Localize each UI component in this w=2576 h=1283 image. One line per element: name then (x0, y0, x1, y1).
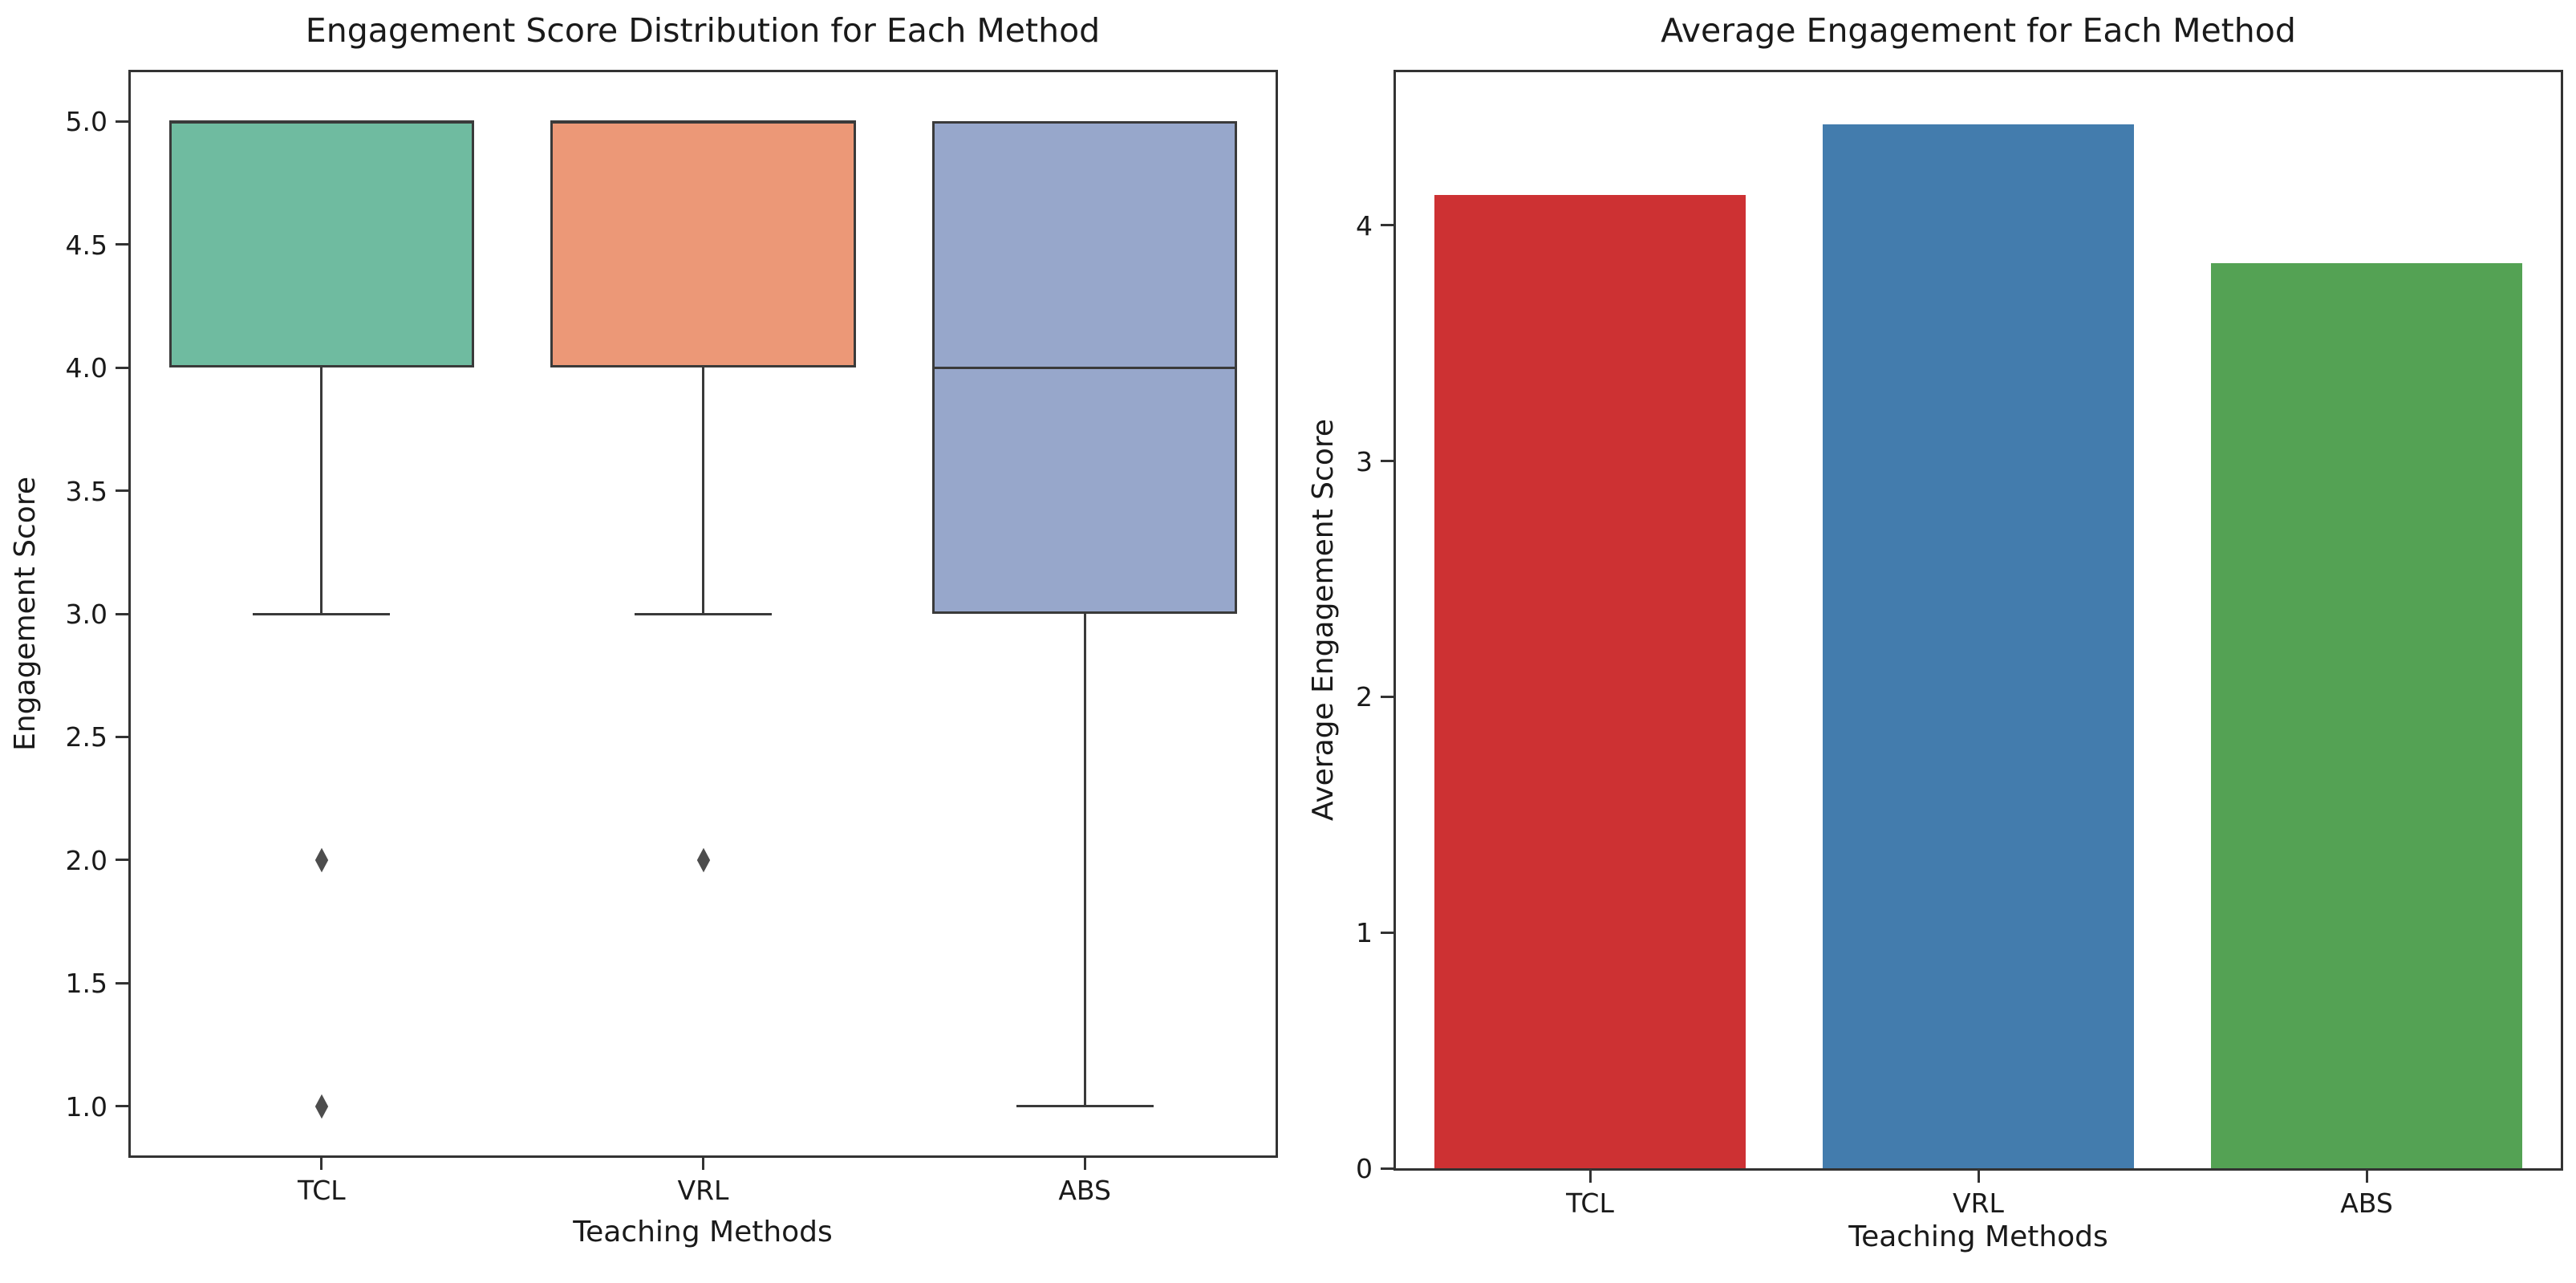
boxplot-y-tick-label: 3.5 (65, 475, 108, 507)
boxplot-y-tick-mark (116, 859, 128, 862)
boxplot-x-tick-mark (320, 1158, 323, 1170)
outlier-marker (314, 1094, 328, 1119)
barchart-y-tick-label: 3 (1356, 445, 1373, 477)
bar-TCL (1434, 194, 1746, 1168)
barchart-y-tick-label: 1 (1356, 917, 1373, 949)
barchart-x-tick-label: ABS (2340, 1188, 2393, 1219)
outlier-marker (314, 847, 328, 873)
barchart-x-tick-label: TCL (1566, 1188, 1614, 1219)
outlier-marker (696, 847, 710, 873)
whisker-cap (253, 612, 391, 615)
barchart-y-tick-label: 2 (1356, 681, 1373, 713)
barchart-axes (1393, 70, 2563, 1171)
barchart-x-tick-mark (2365, 1171, 2368, 1183)
whisker (1083, 614, 1086, 1106)
boxplot-x-tick-mark (702, 1158, 704, 1170)
boxplot-y-tick-mark (116, 120, 128, 123)
barchart-y-tick-label: 0 (1356, 1153, 1373, 1184)
boxplot-y-tick-mark (116, 1105, 128, 1108)
barchart-x-axis-label: Teaching Methods (1848, 1220, 2108, 1253)
box-VRL (550, 121, 856, 368)
whisker-cap (634, 612, 773, 615)
boxplot-y-tick-mark (116, 489, 128, 493)
median-line (931, 366, 1238, 369)
barchart-y-tick-label: 4 (1356, 209, 1373, 242)
boxplot-x-tick-label: ABS (1058, 1175, 1111, 1206)
boxplot-x-axis-label: Teaching Methods (573, 1216, 833, 1248)
boxplot-x-tick-label: TCL (298, 1175, 346, 1206)
whisker-cap (1016, 1105, 1154, 1108)
boxplot-y-tick-label: 1.5 (65, 968, 108, 1000)
boxplot-y-tick-mark (116, 243, 128, 246)
barchart-x-tick-mark (1588, 1171, 1592, 1183)
boxplot-y-tick-label: 4.0 (65, 352, 108, 384)
barchart-y-tick-mark (1381, 224, 1393, 227)
boxplot-y-tick-mark (116, 366, 128, 369)
box-TCL (168, 121, 475, 368)
boxplot-y-tick-label: 5.0 (65, 106, 108, 138)
boxplot-y-tick-mark (116, 735, 128, 738)
whisker (320, 367, 323, 614)
boxplot-y-tick-label: 1.0 (65, 1090, 108, 1123)
boxplot-x-tick-label: VRL (677, 1175, 729, 1206)
boxplot-y-tick-label: 2.5 (65, 721, 108, 753)
boxplot-title: Engagement Score Distribution for Each M… (305, 11, 1101, 50)
barchart-title: Average Engagement for Each Method (1661, 11, 2296, 50)
boxplot-y-tick-mark (116, 612, 128, 615)
whisker (702, 367, 704, 614)
median-line (550, 120, 856, 123)
boxplot-axes (128, 70, 1278, 1158)
boxplot-y-tick-label: 4.5 (65, 229, 108, 261)
barchart-x-tick-mark (1977, 1171, 1980, 1183)
barchart-y-tick-mark (1381, 931, 1393, 934)
barchart-y-tick-mark (1381, 695, 1393, 698)
bar-ABS (2211, 262, 2522, 1168)
barchart-y-tick-mark (1381, 1167, 1393, 1170)
median-line (168, 120, 475, 123)
barchart-x-tick-label: VRL (1953, 1188, 2004, 1219)
boxplot-y-tick-label: 3.0 (65, 599, 108, 630)
boxplot-y-tick-label: 2.0 (65, 844, 108, 876)
boxplot-x-tick-mark (1083, 1158, 1086, 1170)
barchart-y-tick-mark (1381, 460, 1393, 463)
boxplot-y-tick-mark (116, 981, 128, 985)
bar-VRL (1823, 124, 2134, 1168)
